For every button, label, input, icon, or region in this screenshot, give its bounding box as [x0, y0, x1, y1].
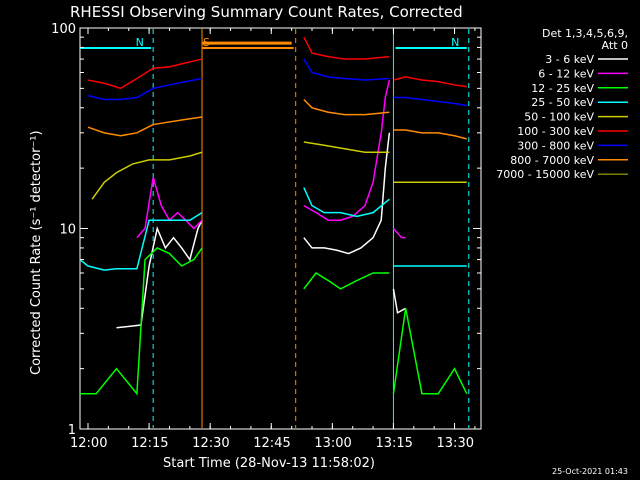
- series-line: [392, 228, 406, 239]
- flags-layer: NNS: [80, 36, 467, 49]
- legend-header: Att 0: [602, 39, 628, 52]
- series-line: [392, 288, 407, 314]
- series-line: [393, 76, 467, 88]
- x-axis-label: Start Time (28-Nov-13 11:58:02): [163, 456, 375, 471]
- series-line: [393, 96, 467, 107]
- flag-label: N: [451, 36, 459, 49]
- y-tick-label: 10: [59, 223, 76, 238]
- series-line: [303, 36, 390, 60]
- series-line: [87, 77, 203, 101]
- legend-label: 800 - 7000 keV: [510, 154, 594, 167]
- event-lines-layer: [152, 29, 470, 428]
- series-line: [392, 308, 468, 395]
- series-line: [303, 132, 391, 255]
- series-line: [116, 219, 203, 329]
- legend-label: 7000 - 15000 keV: [496, 168, 594, 181]
- series-line: [303, 79, 391, 221]
- series-line: [79, 211, 203, 271]
- x-tick-label: 12:45: [253, 436, 290, 451]
- series-line: [303, 98, 390, 116]
- series-line: [303, 271, 390, 290]
- series-line: [91, 151, 203, 200]
- legend-label: 50 - 100 keV: [524, 111, 594, 124]
- x-tick-label: 13:00: [314, 436, 351, 451]
- flag-label: N: [136, 36, 144, 49]
- x-tick-label: 13:15: [375, 436, 412, 451]
- x-tick-label: 13:30: [437, 436, 474, 451]
- series-layer: [79, 36, 468, 396]
- x-tick-label: 12:00: [70, 436, 107, 451]
- series-line: [87, 116, 203, 137]
- series-line: [303, 187, 390, 218]
- series-line: [303, 141, 390, 154]
- x-tick-label: 12:30: [192, 436, 229, 451]
- footer-timestamp: 25-Oct-2021 01:43: [552, 467, 628, 476]
- legend-label: 25 - 50 keV: [531, 96, 594, 109]
- y-tick-label: 1: [68, 423, 76, 438]
- plot-frame: [79, 27, 482, 430]
- y-axis-label: Corrected Count Rate (s⁻¹ detector⁻¹): [29, 130, 44, 375]
- series-line: [303, 58, 390, 81]
- legend-label: 12 - 25 keV: [531, 82, 594, 95]
- series-line: [393, 129, 467, 140]
- axes-layer: 12:00 12:15 12:30 12:45 13:00 13:15 13:30 1 10 10…: [51, 22, 481, 451]
- legend-label: 100 - 300 keV: [517, 125, 594, 138]
- x-tick-label: 12:15: [131, 436, 168, 451]
- y-tick-label: 100: [51, 22, 76, 37]
- chart-title: RHESSI Observing Summary Count Rates, Co…: [70, 3, 463, 21]
- legend-label: 6 - 12 keV: [538, 67, 594, 80]
- series-line: [87, 58, 203, 90]
- legend-label: 300 - 800 keV: [517, 139, 594, 152]
- legend-header: Det 1,3,4,5,6,9,: [542, 27, 628, 40]
- series-line: [79, 247, 203, 396]
- legend-label: 3 - 6 keV: [545, 53, 594, 66]
